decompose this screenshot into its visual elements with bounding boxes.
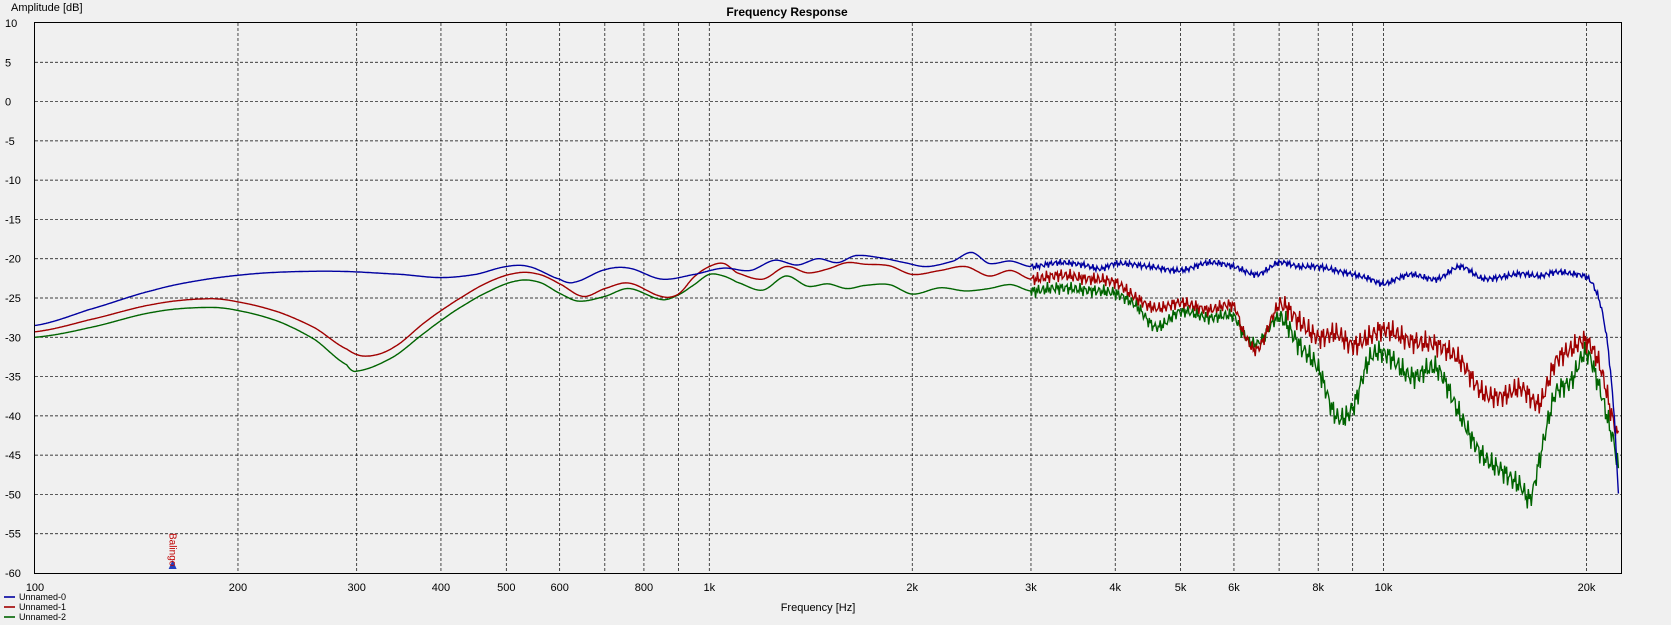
- legend-entry: Unnamed-2: [19, 612, 66, 622]
- series-lines: [34, 251, 1620, 509]
- x-tick-label: 5k: [1175, 582, 1187, 594]
- y-tick-label: -40: [5, 411, 21, 423]
- y-tick-label: 10: [5, 18, 17, 30]
- y-tick-label: -50: [5, 489, 21, 501]
- x-tick-label: 600: [551, 582, 569, 594]
- y-tick-label: -60: [5, 568, 21, 580]
- y-tick-label: -20: [5, 254, 21, 266]
- y-tick-label: -30: [5, 332, 21, 344]
- y-tick-label: -15: [5, 214, 21, 226]
- x-axis-label: Frequency [Hz]: [781, 602, 856, 614]
- x-tick-label: 6k: [1228, 582, 1240, 594]
- series-line-Unnamed-2: [34, 273, 1620, 509]
- y-tick-label: 0: [5, 97, 11, 109]
- x-tick-label: 1k: [703, 582, 715, 594]
- marker-triangle-icon: [168, 560, 177, 569]
- y-tick-label: -55: [5, 529, 21, 541]
- x-tick-label: 800: [635, 582, 653, 594]
- marker-label: Balingo: [167, 533, 178, 567]
- x-tick-label: 3k: [1025, 582, 1037, 594]
- series-line-Unnamed-1: [34, 261, 1620, 437]
- y-tick-label: -35: [5, 372, 21, 384]
- legend-entry: Unnamed-0: [19, 592, 66, 602]
- x-tick-label: 400: [432, 582, 450, 594]
- x-tick-label: 2k: [906, 582, 918, 594]
- chart-title: Frequency Response: [726, 5, 848, 19]
- y-tick-label: -45: [5, 450, 21, 462]
- x-tick-labels: 100 200 300 400 500 600 800 1k 2k 3k 4k 5k 6k 8k 10k 20…: [26, 582, 1596, 594]
- y-tick-label: 5: [5, 57, 11, 69]
- y-tick-label: -10: [5, 175, 21, 187]
- plot-frame: [34, 22, 1622, 574]
- x-tick-label: 500: [497, 582, 515, 594]
- y-tick-label: -25: [5, 293, 21, 305]
- x-tick-label: 8k: [1312, 582, 1324, 594]
- x-tick-label: 20k: [1578, 582, 1596, 594]
- x-tick-label: 10k: [1375, 582, 1393, 594]
- grid: [35, 23, 1621, 573]
- marker: Balingo: [167, 533, 178, 569]
- x-tick-label: 300: [348, 582, 366, 594]
- series-line-Unnamed-0: [34, 251, 1620, 494]
- x-tick-label: 4k: [1109, 582, 1121, 594]
- legend-entry: Unnamed-1: [19, 602, 66, 612]
- y-tick-labels: 10 5 0 -5 -10 -15 -20 -25 -30 -35 -40 -45 -50 -55 -60: [5, 18, 21, 580]
- y-axis-label: Amplitude [dB]: [11, 2, 83, 14]
- x-tick-label: 100: [26, 582, 44, 594]
- y-tick-label: -5: [5, 136, 15, 148]
- x-tick-label: 200: [229, 582, 247, 594]
